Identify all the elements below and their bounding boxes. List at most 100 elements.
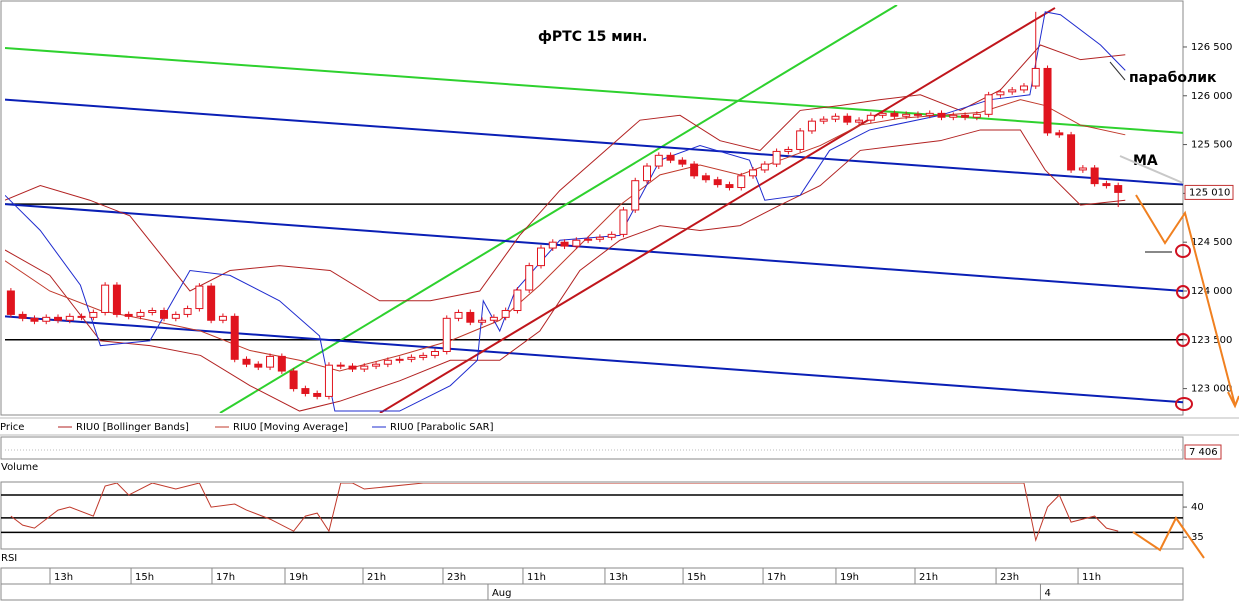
candle-body [607,233,616,238]
candle-body [478,319,487,323]
indicator-line [5,99,1126,372]
candle-body [619,209,628,235]
candle-body [324,364,333,397]
candle-body [713,179,722,186]
candle-body [984,94,993,115]
candle-body [772,150,781,165]
candle-body [584,238,593,241]
candle-body [277,355,286,372]
y-tick-label: 35 [1191,532,1204,543]
date-label: 4 [1044,588,1050,599]
candle-body [631,180,640,211]
legend-label: Price [0,422,24,433]
candle-body [112,284,121,315]
candle-body [6,290,15,315]
x-tick-label: 17h [216,572,235,583]
candle-body [690,163,699,177]
candle-body [77,315,86,318]
annotation: параболик [1129,70,1217,86]
candle-body [301,388,310,394]
candle-body [1008,89,1017,93]
candle-body [866,114,875,121]
candle-body [160,310,169,319]
candle-body [183,308,192,315]
candle-body [725,184,734,189]
candle-body [1043,67,1052,134]
candle-body [230,315,239,360]
sar-pointer [1109,61,1126,81]
candle-body [101,284,110,313]
candle-body [701,175,710,181]
rsi-plot [1,483,1183,543]
chart-title: фРТС 15 мин. [538,29,647,45]
trend-line [379,7,1056,413]
candle-body [1055,132,1064,136]
legend-label: RIU0 [Parabolic SAR] [390,422,494,433]
forecast-arrow [1135,194,1236,406]
candle-body [961,114,970,118]
circle-mark [1175,244,1191,258]
candle-body [430,351,439,356]
candle-body [819,118,828,122]
hand-drawing [1109,61,1239,559]
candle-body [513,289,522,312]
candle-body [454,311,463,319]
y-tick-label: 124 000 [1191,286,1232,297]
arrow-head [1227,391,1239,409]
candle-body [925,112,934,116]
y-tick-label: 123 000 [1191,384,1232,395]
x-tick-label: 23h [1000,572,1019,583]
candle-body [442,317,451,353]
x-tick-label: 15h [687,572,706,583]
x-tick-label: 13h [54,572,73,583]
candle-body [913,113,922,116]
candle-body [348,365,357,370]
candle-body [148,310,157,313]
candle-body [466,311,475,323]
trend-line [219,5,898,413]
candle-body [289,370,298,390]
candle-body [372,363,381,367]
candle-body [1090,167,1099,185]
date-label: Aug [492,588,512,599]
x-tick-label: 19h [289,572,308,583]
x-tick-label: 17h [767,572,786,583]
candle-body [395,358,404,361]
candle-body [242,358,251,365]
candle-body [89,311,98,318]
candle-body [313,392,322,397]
x-tick-label: 19h [840,572,859,583]
main-plot [5,5,1183,413]
candle-body [536,247,545,267]
trend-line [5,315,1183,404]
volume-label: 7 406 [1189,447,1218,458]
circle-mark [1176,285,1190,299]
x-tick-label: 23h [447,572,466,583]
volume-box [1184,444,1222,460]
candle-body [336,364,345,367]
legend-label: RIU0 [Bollinger Bands] [76,422,189,433]
x-tick-label: 15h [135,572,154,583]
circle-mark [1175,397,1193,411]
candle-body [266,355,275,368]
candle-body [878,112,887,116]
legend-label: RIU0 [Moving Average] [233,422,348,433]
y-tick-label: 126 000 [1191,91,1232,102]
candle-body [890,112,899,117]
candle-body [902,113,911,117]
candle-body [843,115,852,123]
y-tick-label: 40 [1191,502,1204,513]
main-panel [0,0,1184,416]
candle-body [749,169,758,177]
candle-body [65,315,74,321]
x-tick-label: 11h [1082,572,1101,583]
candle-body [949,114,958,118]
y-tick-label: 125 500 [1191,140,1232,151]
candle-body [525,265,534,291]
candle-body [489,316,498,321]
panel-label: Volume [1,462,38,473]
candle-body [218,315,227,321]
candle-body [1031,67,1040,87]
candle-body [195,285,204,310]
